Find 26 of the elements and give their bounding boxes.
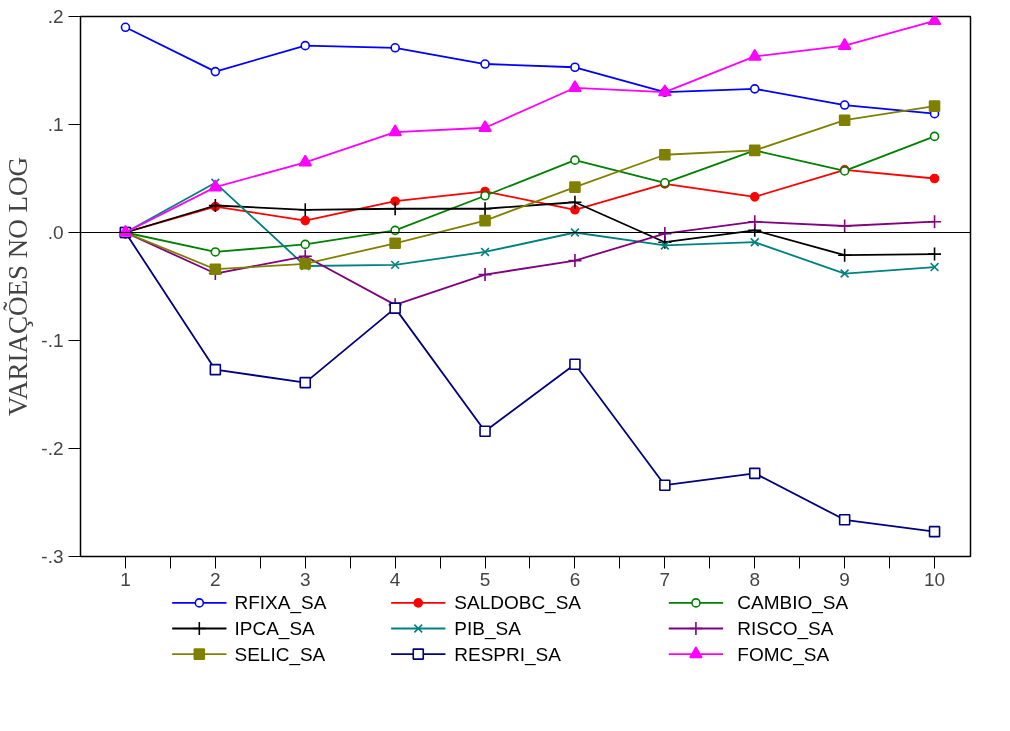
y-axis-title: VARIAÇÕES NO LOG: [3, 156, 34, 417]
x-tick-label: 1: [120, 568, 131, 590]
legend-label: RESPRI_SA: [454, 643, 562, 666]
legend-label: PIB_SA: [454, 618, 522, 640]
x-tick-label: 2: [210, 568, 221, 590]
legend-label: RISCO_SA: [737, 618, 834, 640]
legend-label: FOMC_SA: [737, 643, 830, 666]
legend-label: RFIXA_SA: [234, 592, 327, 615]
y-tick-label: -.2: [41, 438, 64, 459]
y-tick-label: -.1: [41, 330, 64, 351]
legend-label: CAMBIO_SA: [737, 592, 849, 615]
y-tick-label: .2: [47, 6, 64, 27]
y-tick-label: .1: [47, 114, 64, 135]
x-tick-label: 4: [389, 568, 401, 590]
legend-label: SELIC_SA: [234, 643, 326, 666]
legend-label: SALDOBC_SA: [454, 592, 582, 615]
x-tick-label: 5: [479, 568, 491, 590]
legend-label: IPCA_SA: [234, 618, 316, 640]
x-tick-label: 3: [299, 568, 311, 590]
x-tick-label: 9: [839, 568, 850, 590]
x-tick-label: 7: [659, 568, 671, 590]
y-tick-label: .0: [47, 222, 64, 243]
x-tick-label: 6: [569, 568, 581, 590]
x-tick-label: 10: [923, 568, 946, 590]
x-tick-label: 8: [749, 568, 761, 590]
y-tick-label: -.3: [41, 546, 64, 567]
